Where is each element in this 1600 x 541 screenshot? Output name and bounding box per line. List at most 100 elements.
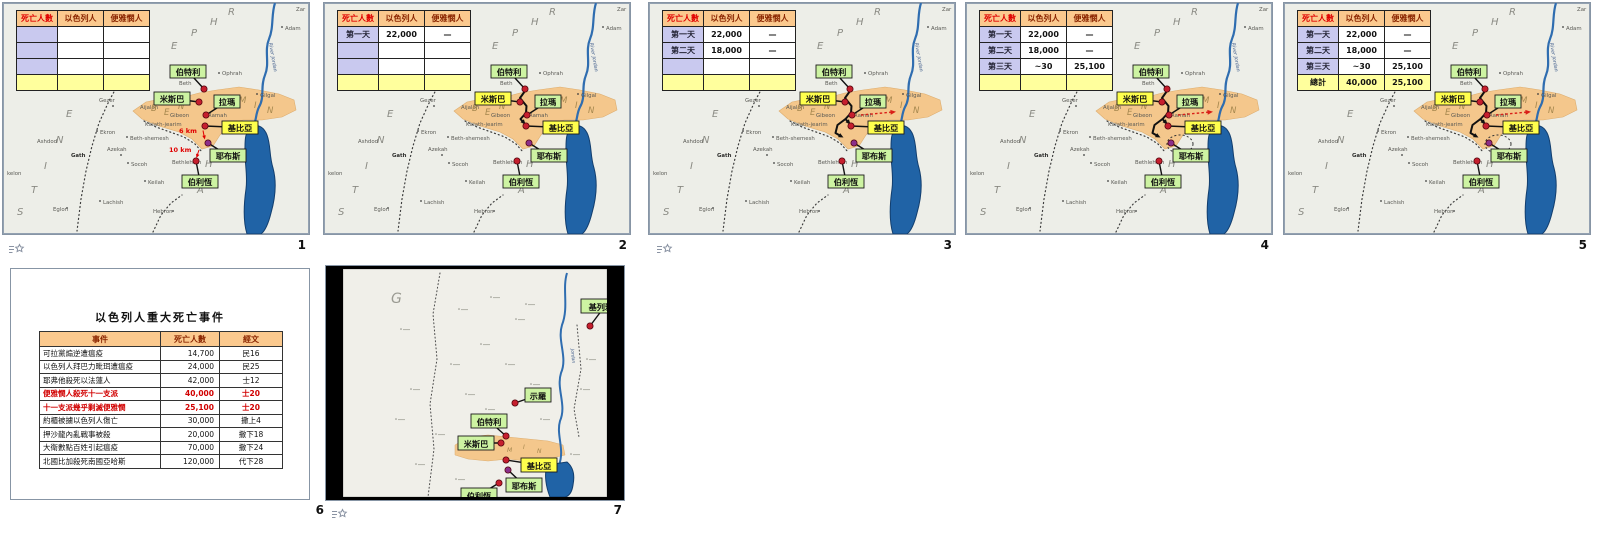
region-letter: T xyxy=(352,185,359,196)
casualties-row-label xyxy=(338,43,378,58)
attack-path-hook xyxy=(1151,118,1164,138)
place-keilah: Keilah xyxy=(1111,180,1127,186)
transition-icon[interactable] xyxy=(656,241,673,254)
slide-number: 4 xyxy=(1260,238,1269,252)
place-azekah: Azekah xyxy=(107,147,127,153)
place-hebron: Hebron xyxy=(474,209,494,215)
city-dot-gibeah xyxy=(1482,122,1490,130)
casualties-table: 死亡人數 以色列人 便雅憫人 第一天 22,000— 第二天 18,000— 第三天 ~30 25… xyxy=(979,10,1113,91)
callout-label-bethel: 伯特利 xyxy=(497,67,522,77)
jordan-river xyxy=(1214,3,1240,130)
place-beth-shemesh: Beth-shemesh xyxy=(1093,136,1132,142)
place-gath: Gath xyxy=(71,153,86,159)
death-events-table: 事件 死亡人數 經文 可拉黨煽逆遭瘟疫 14,700 民16 以色列人拜巴力毗珥遭瘟疫 24,… xyxy=(39,331,283,469)
place-ashdod: Ashdod xyxy=(1318,139,1338,145)
slide-2-thumbnail[interactable]: River Jordan Zar Adam Ophrah Gilgal Gezer Aija… xyxy=(323,2,631,235)
place-gibeon: Gibeon xyxy=(1133,113,1152,119)
attack-path-arrow xyxy=(1161,90,1170,124)
slide-4-thumbnail[interactable]: River Jordan Zar Adam Ophrah Gilgal Gezer Aija… xyxy=(965,2,1273,235)
region-letter: E xyxy=(1134,41,1141,52)
casualties-header: 以色列人 xyxy=(704,11,749,26)
slide-number: 1 xyxy=(297,238,306,252)
callout-label-mizpah: 米斯巴 xyxy=(806,94,831,104)
casualties-header: 以色列人 xyxy=(1339,11,1384,26)
casualties-row-label: 第二天 xyxy=(663,43,703,58)
place-ashdod: Ashdod xyxy=(37,139,57,145)
callout-jebus: 耶布斯 xyxy=(204,139,247,163)
region-letter: N xyxy=(1019,135,1027,146)
place-kelon: kelon xyxy=(1288,171,1302,177)
region-letter: E xyxy=(810,108,816,118)
casualties-israelites-value: 22,000 xyxy=(1021,27,1066,42)
place-kiriath-jearim: Kiriath-jearim xyxy=(1426,122,1463,128)
slide-6-thumbnail[interactable]: 以色列人重大死亡事件 事件 死亡人數 經文 可拉黨煽逆遭瘟疫 14,700 民16 以色列人… xyxy=(10,268,310,500)
callout-label-jebus: 耶布斯 xyxy=(216,151,241,161)
region-letter: N xyxy=(267,106,274,116)
casualties-benjamites-value: — xyxy=(425,27,470,42)
slide-5-thumbnail[interactable]: River Jordan Zar Adam Ophrah Gilgal Gezer Aija… xyxy=(1283,2,1591,235)
battle-map: River Jordan Zar Adam Ophrah Gilgal Gezer Aija… xyxy=(3,3,309,234)
casualties-header: 以色列人 xyxy=(58,11,103,26)
region-letter: M xyxy=(507,447,513,454)
city-dot-gibeah xyxy=(1164,122,1172,130)
region-letter: N xyxy=(1141,102,1148,112)
casualties-benjamites-value xyxy=(425,43,470,58)
callout-label-ramah: 拉瑪 xyxy=(540,97,556,107)
event-scripture: 撒下18 xyxy=(220,428,282,441)
place-kelon: kelon xyxy=(653,171,667,177)
place-bethlehem: Bethlehem xyxy=(818,160,847,166)
city-dot-shiloh xyxy=(511,399,519,407)
transition-icon[interactable] xyxy=(8,241,25,254)
city-dot-ramah xyxy=(1165,111,1173,119)
place-socoh: Socoh xyxy=(131,162,147,168)
casualties-header: 死亡人數 xyxy=(663,11,703,26)
place-lachish: Lachish xyxy=(749,200,769,206)
casualties-benjamites-value: 25,100 xyxy=(1385,75,1430,90)
place-beth: Beth xyxy=(825,81,838,87)
city-dot-ramah xyxy=(1483,111,1491,119)
transition-icon[interactable] xyxy=(331,506,348,519)
events-table-title: 以色列人重大死亡事件 xyxy=(95,311,225,324)
slide-1-thumbnail[interactable]: River Jordan Zar Adam Ophrah Gilgal Gezer Aija… xyxy=(2,2,310,235)
region-letter: E xyxy=(485,108,491,118)
city-dot-bethel xyxy=(200,85,208,93)
callout-label-gibeah: 基比亞 xyxy=(526,461,552,471)
callout-label-mizpah: 米斯巴 xyxy=(1123,94,1148,104)
region-letter: H xyxy=(1486,159,1494,170)
callout-label-bethlehem: 伯利恆 xyxy=(467,491,492,497)
callout-label-gibeah: 基比亞 xyxy=(227,123,253,133)
callout-ramah: 拉瑪 xyxy=(848,94,887,119)
slide-3-thumbnail[interactable]: River Jordan Zar Adam Ophrah Gilgal Gezer Aija… xyxy=(648,2,956,235)
callout-jebus: 耶布斯 xyxy=(1485,139,1528,163)
region-letter: E xyxy=(492,41,499,52)
callout-gibeah: 基比亞 xyxy=(522,120,580,135)
city-dot-mizpah xyxy=(516,98,524,106)
callout-mizpah: 米斯巴 xyxy=(799,91,849,106)
place-bethlehem: Bethlehem xyxy=(1135,160,1164,166)
place-ashdod: Ashdod xyxy=(358,139,378,145)
casualties-row-label xyxy=(663,75,703,90)
slide-number: 3 xyxy=(943,238,952,252)
region-letter: I xyxy=(523,444,525,451)
place-gilgal: Gilgal xyxy=(1223,93,1238,99)
city-dot-gibeah xyxy=(201,122,209,130)
place-ramah: Ramah xyxy=(854,113,873,119)
casualties-row-label xyxy=(17,75,57,90)
place-beth-shemesh: Beth-shemesh xyxy=(776,136,815,142)
place-ophrah: Ophrah xyxy=(543,71,563,77)
casualties-row-label: 第一天 xyxy=(980,27,1020,42)
callout-label-ramah: 拉瑪 xyxy=(219,97,235,107)
place-beth-shemesh: Beth-shemesh xyxy=(130,136,169,142)
event-name: 便雅憫人殺死十一支派 xyxy=(40,387,160,400)
region-letter: H xyxy=(205,159,213,170)
city-dot-bethlehem xyxy=(495,479,503,487)
slide-7-thumbnail[interactable]: GAMINJordan基列雅比示羅伯特利米斯巴基比亞耶布斯伯利恆 xyxy=(325,265,625,501)
region-letter: P xyxy=(1154,28,1161,39)
city-dot-gibeah xyxy=(502,456,510,464)
region-letter: E xyxy=(1029,109,1036,120)
callout-label-bethel: 伯特利 xyxy=(477,417,502,427)
place-keilah: Keilah xyxy=(794,180,810,186)
region-letter: N xyxy=(377,135,385,146)
city-dot-jebus xyxy=(525,139,533,147)
callout-gibeah: 基比亞 xyxy=(1482,120,1540,135)
